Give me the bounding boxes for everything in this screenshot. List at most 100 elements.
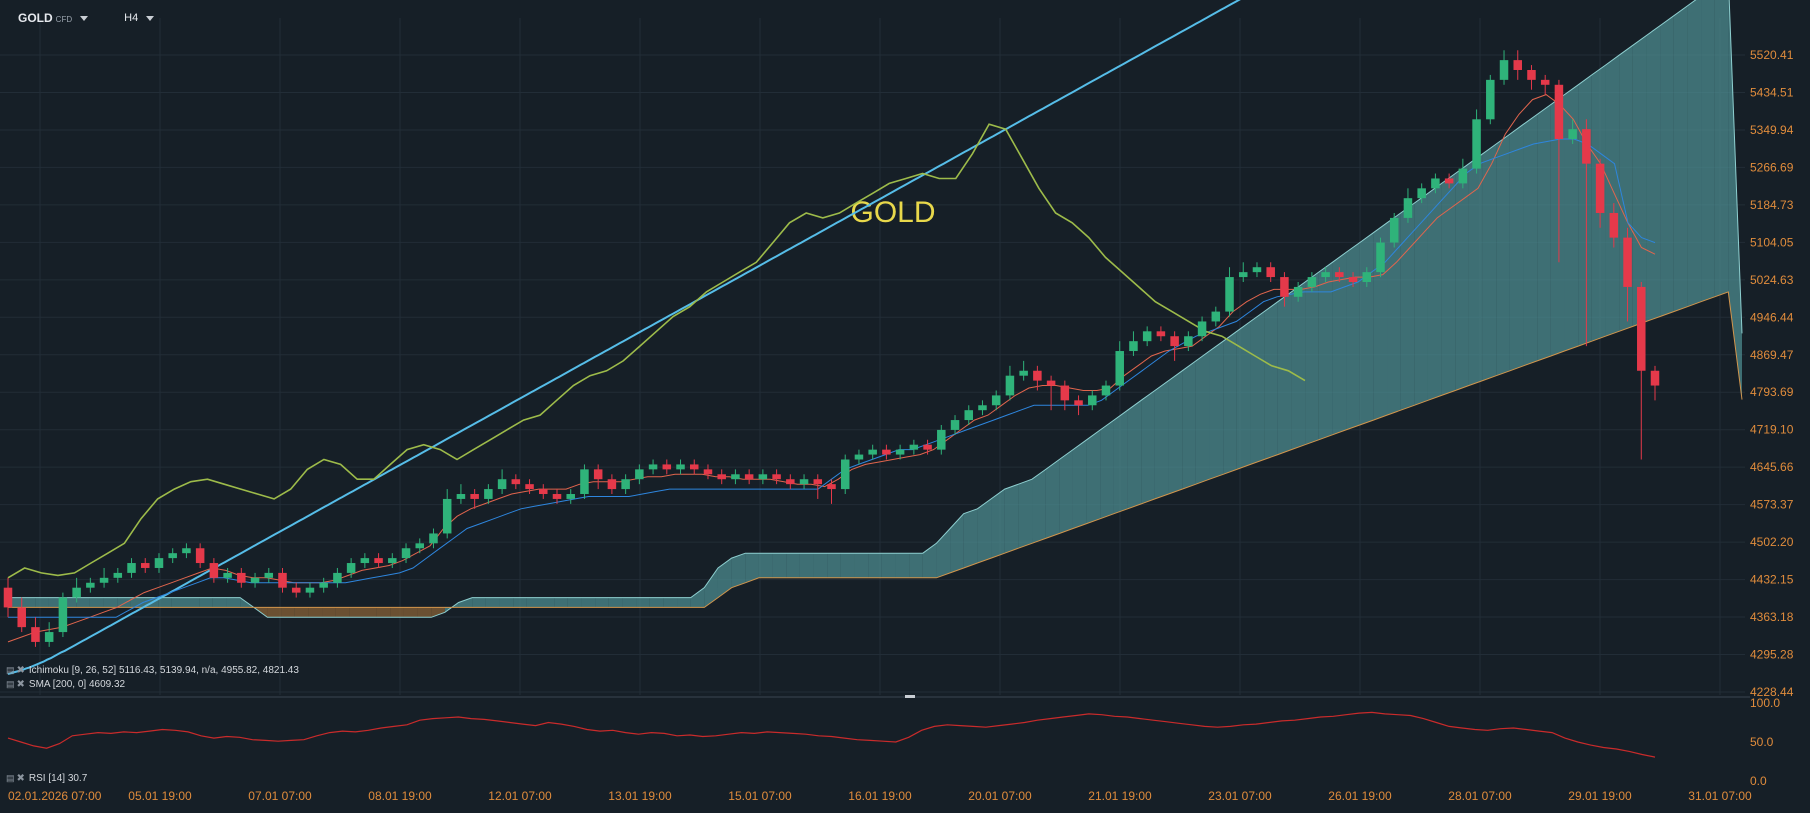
- candle-body[interactable]: [154, 558, 164, 568]
- candle-body[interactable]: [909, 444, 919, 450]
- candle-body[interactable]: [237, 572, 246, 583]
- candle-body[interactable]: [1582, 129, 1591, 164]
- candle-body[interactable]: [1252, 267, 1262, 273]
- candle-body[interactable]: [1458, 168, 1468, 184]
- candle-body[interactable]: [305, 587, 315, 593]
- candle-body[interactable]: [1513, 60, 1523, 70]
- candle-body[interactable]: [1197, 321, 1207, 337]
- candle-body[interactable]: [1650, 370, 1660, 386]
- candle-body[interactable]: [140, 563, 150, 568]
- symbol-name[interactable]: GOLD: [18, 11, 53, 25]
- close-icon[interactable]: ✖: [16, 679, 25, 690]
- candle-body[interactable]: [86, 582, 95, 588]
- candle-body[interactable]: [662, 464, 672, 470]
- candle-body[interactable]: [539, 489, 548, 495]
- candle-body[interactable]: [72, 587, 81, 598]
- candle-body[interactable]: [278, 572, 287, 588]
- candle-body[interactable]: [1211, 311, 1221, 322]
- candle-body[interactable]: [374, 558, 383, 564]
- candle-body[interactable]: [1362, 272, 1372, 283]
- candle-body[interactable]: [1431, 178, 1440, 189]
- candles[interactable]: [3, 50, 1660, 647]
- candle-body[interactable]: [209, 563, 219, 578]
- candle-body[interactable]: [3, 587, 13, 608]
- candle-body[interactable]: [786, 479, 795, 485]
- candle-body[interactable]: [635, 469, 644, 480]
- candle-body[interactable]: [415, 543, 425, 549]
- candle-body[interactable]: [882, 449, 891, 455]
- candle-body[interactable]: [1486, 79, 1495, 120]
- candle-body[interactable]: [1554, 84, 1564, 140]
- candle-body[interactable]: [1170, 336, 1179, 347]
- candle-body[interactable]: [1623, 237, 1632, 287]
- candle-body[interactable]: [950, 420, 960, 430]
- candle-body[interactable]: [607, 479, 617, 490]
- candle-body[interactable]: [1142, 331, 1152, 342]
- candle-body[interactable]: [703, 469, 713, 475]
- candle-body[interactable]: [1389, 217, 1399, 243]
- candle-body[interactable]: [991, 395, 1001, 406]
- candle-body[interactable]: [772, 474, 781, 480]
- candle-body[interactable]: [813, 479, 823, 485]
- candle-body[interactable]: [319, 582, 328, 588]
- candle-body[interactable]: [1348, 277, 1358, 283]
- candle-body[interactable]: [17, 607, 26, 628]
- candle-body[interactable]: [1156, 331, 1166, 337]
- candle-body[interactable]: [1376, 242, 1385, 273]
- candle-body[interactable]: [511, 479, 521, 485]
- candle-body[interactable]: [360, 558, 370, 564]
- candle-body[interactable]: [127, 563, 136, 573]
- candle-body[interactable]: [1293, 286, 1303, 297]
- candle-body[interactable]: [168, 553, 177, 559]
- candle-body[interactable]: [731, 474, 740, 480]
- candle-body[interactable]: [429, 533, 438, 544]
- candle-body[interactable]: [758, 474, 768, 480]
- candle-body[interactable]: [868, 449, 877, 455]
- candle-body[interactable]: [1527, 69, 1536, 80]
- candle-body[interactable]: [1033, 370, 1042, 381]
- settings-icon[interactable]: ▤: [6, 679, 15, 689]
- candle-body[interactable]: [182, 548, 191, 554]
- candle-body[interactable]: [552, 494, 562, 499]
- candle-body[interactable]: [99, 577, 109, 583]
- candle-body[interactable]: [1444, 178, 1454, 184]
- candle-body[interactable]: [1060, 385, 1070, 401]
- candle-body[interactable]: [1307, 277, 1317, 287]
- candle-body[interactable]: [854, 454, 864, 460]
- candle-body[interactable]: [1280, 277, 1289, 297]
- candle-body[interactable]: [689, 464, 699, 470]
- candle-body[interactable]: [1046, 380, 1056, 386]
- candle-body[interactable]: [1321, 272, 1330, 278]
- candle-body[interactable]: [1540, 79, 1550, 85]
- candle-body[interactable]: [1074, 400, 1083, 406]
- candle-body[interactable]: [964, 410, 974, 421]
- candle-body[interactable]: [346, 563, 356, 573]
- candle-body[interactable]: [1225, 277, 1234, 312]
- candle-body[interactable]: [1266, 267, 1275, 278]
- time-axis[interactable]: 02.01.2026 07:00 05.01 19:00 07.01 07:00 08…: [8, 789, 1752, 803]
- candle-body[interactable]: [58, 597, 68, 633]
- candle-body[interactable]: [264, 572, 274, 578]
- candle-body[interactable]: [401, 548, 411, 559]
- candle-body[interactable]: [676, 464, 685, 470]
- settings-icon[interactable]: ▤: [6, 773, 15, 783]
- timeframe-select[interactable]: H4: [124, 12, 139, 24]
- close-icon[interactable]: ✖: [16, 773, 25, 784]
- candle-body[interactable]: [1568, 129, 1577, 140]
- candle-body[interactable]: [1403, 198, 1413, 218]
- candle-body[interactable]: [31, 627, 40, 642]
- candle-body[interactable]: [250, 577, 260, 583]
- candle-body[interactable]: [744, 474, 754, 480]
- candle-body[interactable]: [1595, 163, 1605, 213]
- candle-body[interactable]: [1637, 286, 1646, 371]
- candle-body[interactable]: [1609, 212, 1619, 238]
- pane-resize-handle[interactable]: [905, 695, 915, 698]
- candle-body[interactable]: [827, 484, 836, 490]
- close-icon[interactable]: ✖: [16, 665, 25, 676]
- candle-body[interactable]: [291, 587, 301, 593]
- candle-body[interactable]: [223, 572, 232, 578]
- candle-body[interactable]: [840, 459, 850, 490]
- candle-body[interactable]: [113, 572, 123, 578]
- candle-body[interactable]: [442, 498, 452, 534]
